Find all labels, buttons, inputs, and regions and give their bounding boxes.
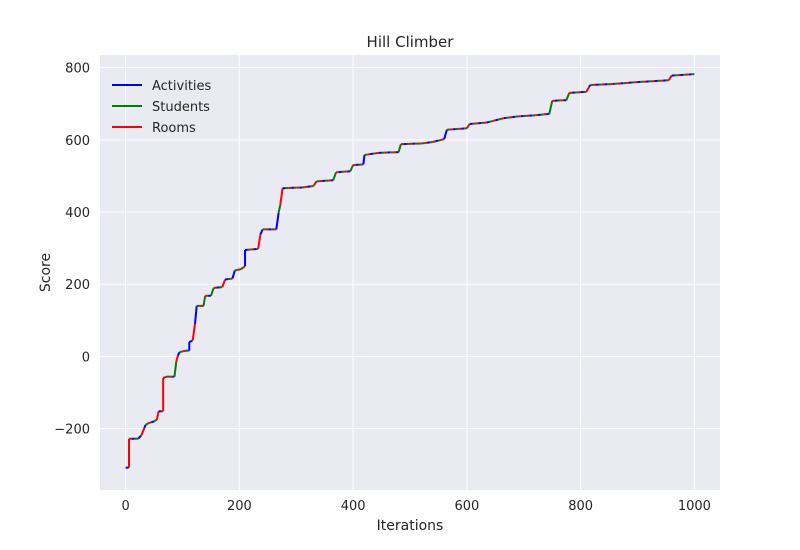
score-segment — [155, 411, 160, 420]
score-segment — [495, 118, 499, 122]
score-segment — [182, 349, 186, 353]
y-tick-label: 200 — [65, 278, 90, 293]
y-tick-label: −200 — [54, 423, 90, 438]
score-segment — [153, 418, 158, 423]
score-segment — [243, 265, 246, 268]
score-segment — [362, 154, 366, 165]
score-segment — [315, 180, 318, 183]
legend-label-activities: Activities — [152, 79, 212, 94]
score-segment — [177, 351, 181, 356]
score-segment — [221, 279, 227, 288]
score-segment — [179, 350, 183, 354]
score-segment — [435, 139, 439, 143]
score-segment — [548, 100, 554, 115]
score-segment — [441, 138, 445, 141]
x-tick-label: 400 — [341, 499, 366, 514]
plot-area — [100, 55, 720, 490]
score-segment — [257, 234, 262, 250]
score-segment — [240, 266, 245, 270]
y-tick-label: 400 — [65, 206, 90, 221]
score-segment — [237, 268, 241, 271]
tick-labels: 0 200 400 600 800 1000 −200 0 200 400 600 800 — [54, 62, 711, 514]
score-segment — [349, 164, 355, 172]
score-segment — [148, 421, 152, 425]
chart-title: Hill Climber — [367, 33, 455, 51]
score-segment — [231, 270, 236, 279]
score-segment — [191, 323, 196, 341]
y-axis-label: Score — [38, 253, 54, 292]
score-segment — [397, 143, 402, 153]
x-axis-label: Iterations — [377, 518, 444, 534]
score-segment — [150, 420, 155, 424]
score-segment — [259, 228, 264, 235]
x-tick-label: 0 — [121, 499, 129, 514]
score-segment — [588, 84, 592, 88]
x-tick-label: 200 — [227, 499, 252, 514]
score-segment — [332, 171, 337, 181]
score-segment — [188, 339, 193, 343]
legend-label-students: Students — [152, 100, 210, 115]
score-segment — [497, 117, 502, 121]
score-segment — [137, 435, 142, 440]
score-segment — [438, 138, 442, 142]
score-segment — [489, 120, 493, 123]
score-segment — [312, 181, 317, 187]
score-segment — [209, 287, 215, 297]
series-lines — [125, 73, 695, 469]
legend-label-rooms: Rooms — [152, 121, 196, 136]
score-segment — [143, 424, 147, 429]
score-segment — [275, 212, 280, 230]
score-segment — [144, 422, 149, 426]
y-tick-label: 800 — [65, 62, 90, 77]
score-segment — [175, 355, 179, 363]
score-segment — [140, 427, 146, 436]
score-segment — [173, 361, 178, 377]
score-segment — [279, 188, 284, 205]
score-segment — [140, 434, 143, 437]
score-segment — [432, 140, 436, 143]
x-tick-label: 800 — [568, 499, 593, 514]
y-tick-label: 600 — [65, 134, 90, 149]
score-segment — [565, 92, 571, 101]
score-segment — [443, 129, 448, 140]
y-tick-label: 0 — [82, 350, 90, 365]
score-segment — [202, 295, 207, 307]
score-segment — [277, 204, 282, 213]
score-segment — [234, 268, 238, 272]
score-segment — [492, 119, 496, 123]
score-segment — [162, 375, 167, 380]
x-tick-label: 1000 — [678, 499, 711, 514]
score-segment — [667, 75, 673, 81]
score-segment — [466, 123, 471, 129]
grid — [100, 55, 720, 490]
score-segment — [585, 86, 591, 93]
score-segment — [500, 117, 505, 120]
x-tick-label: 600 — [454, 499, 479, 514]
score-segment — [486, 120, 490, 124]
legend: Activities Students Rooms — [112, 79, 212, 136]
score-segment — [193, 305, 198, 325]
